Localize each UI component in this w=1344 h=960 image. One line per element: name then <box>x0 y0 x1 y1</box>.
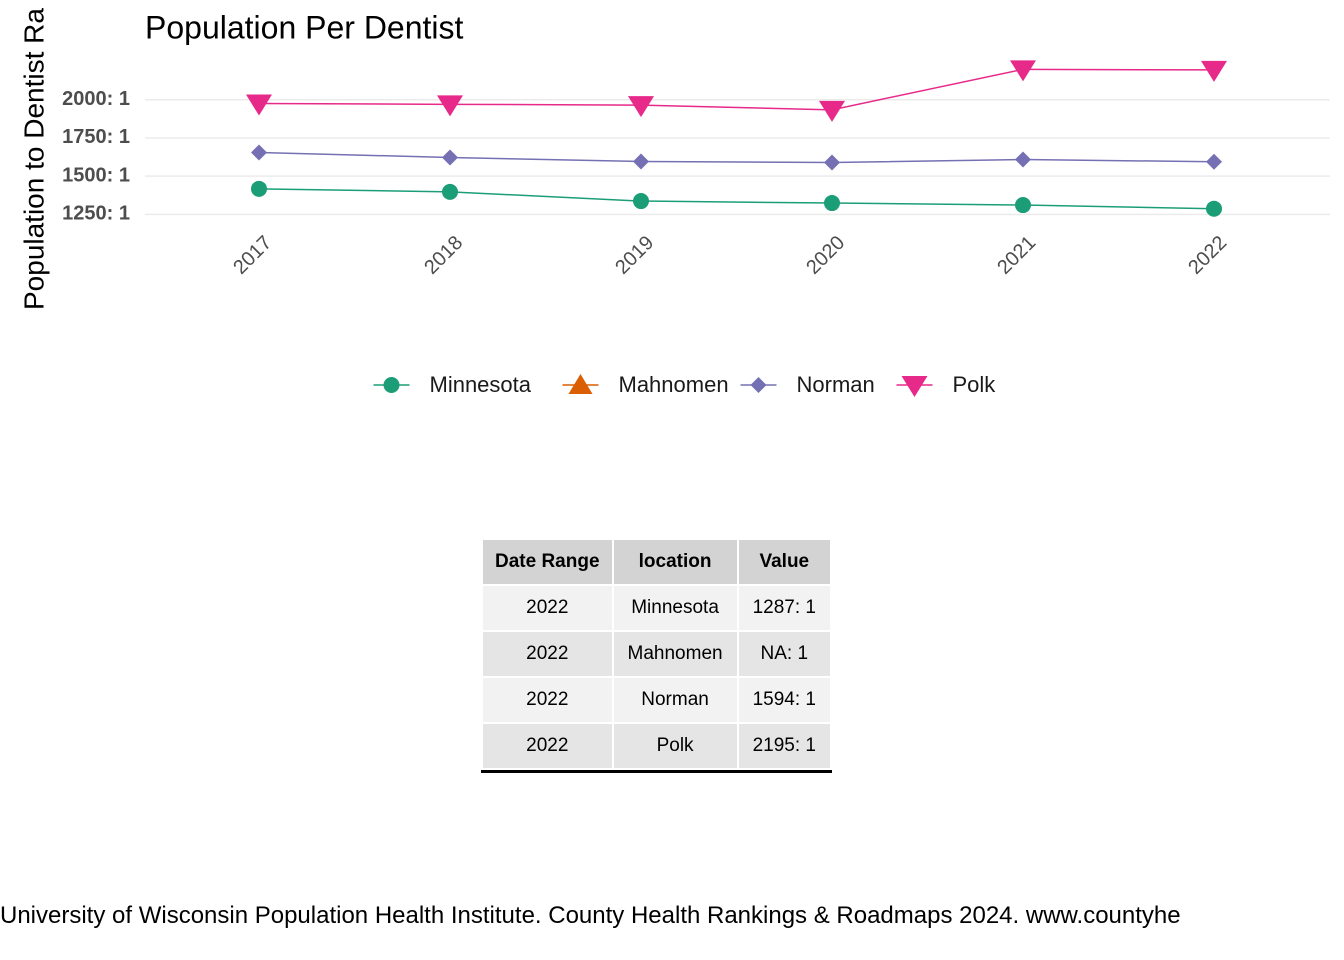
marker <box>901 376 928 397</box>
table-cell: Polk <box>613 724 737 768</box>
y-tick-label: 1250: 1 <box>62 203 130 225</box>
series-line <box>258 188 1215 210</box>
marker <box>251 144 267 161</box>
table-cell: 1287: 1 <box>738 586 830 630</box>
table-body: 2022 Minnesota 1287: 1 2022 Mahnomen NA: 1 202… <box>483 586 830 768</box>
x-tick-label: 2020 <box>802 232 849 279</box>
legend-item: Mahnomen <box>562 372 729 397</box>
marker <box>1010 60 1036 82</box>
marker <box>1206 200 1222 217</box>
legend-label: Polk <box>953 372 997 397</box>
table-cell: Minnesota <box>613 586 737 630</box>
table-header-cell: Value <box>738 540 830 584</box>
marker <box>633 153 649 170</box>
marker <box>383 377 400 393</box>
marker <box>633 193 649 210</box>
table-cell: 2022 <box>483 678 612 722</box>
series-line <box>258 68 1215 111</box>
x-tick-label: 2017 <box>229 232 276 279</box>
table-header: Date Range location Value <box>483 540 830 584</box>
marker <box>442 183 458 200</box>
legend-label: Norman <box>797 372 875 397</box>
marker <box>251 180 267 197</box>
table-cell: Norman <box>613 678 737 722</box>
table-header-cell: Date Range <box>483 540 612 584</box>
legend-label: Mahnomen <box>619 372 729 397</box>
x-tick-label: 2022 <box>1184 232 1231 279</box>
legend-item: Norman <box>740 372 875 397</box>
y-tick-label: 2000: 1 <box>62 88 130 110</box>
table-cell: NA: 1 <box>738 632 830 676</box>
table-cell: 2022 <box>483 724 612 768</box>
marker <box>442 149 458 166</box>
y-axis-label: Population to Dentist Ra <box>18 8 49 310</box>
chart-title: Population Per Dentist <box>145 9 464 45</box>
y-tick-label: 1500: 1 <box>62 164 130 186</box>
x-tick-label: 2018 <box>420 232 467 279</box>
table-row: 2022 Mahnomen NA: 1 <box>483 632 830 676</box>
marker <box>819 100 845 122</box>
table-header-cell: location <box>613 540 737 584</box>
footer: University of Wisconsin Population Healt… <box>0 902 1181 929</box>
table-cell: 2022 <box>483 586 612 630</box>
marker <box>1015 197 1031 214</box>
marker <box>824 154 840 171</box>
legend-item: Polk <box>896 372 997 397</box>
marker <box>568 374 593 394</box>
table-cell: Mahnomen <box>613 632 737 676</box>
marker <box>1206 153 1222 170</box>
table-cell: 2022 <box>483 632 612 676</box>
table-row: 2022 Norman 1594: 1 <box>483 678 830 722</box>
marker <box>750 377 767 393</box>
table-cell: 2195: 1 <box>738 724 830 768</box>
chart: Population Per Dentist Population to Den… <box>18 8 1330 397</box>
marker <box>1015 151 1031 168</box>
y-tick-label: 1750: 1 <box>62 126 130 148</box>
table-row: 2022 Polk 2195: 1 <box>483 724 830 768</box>
series-line <box>258 151 1215 164</box>
marker <box>246 94 272 116</box>
table-row: 2022 Minnesota 1287: 1 <box>483 586 830 630</box>
marker <box>628 96 654 118</box>
legend-item: Minnesota <box>373 372 532 397</box>
marker <box>1201 60 1227 82</box>
x-tick-label: 2019 <box>611 232 658 279</box>
marker <box>437 95 463 117</box>
marker <box>824 195 840 212</box>
table-cell: 1594: 1 <box>738 678 830 722</box>
x-tick-label: 2021 <box>993 232 1040 279</box>
legend-label: Minnesota <box>430 372 532 397</box>
table: Date Range location Value 2022 Minnesota 128… <box>481 538 832 773</box>
